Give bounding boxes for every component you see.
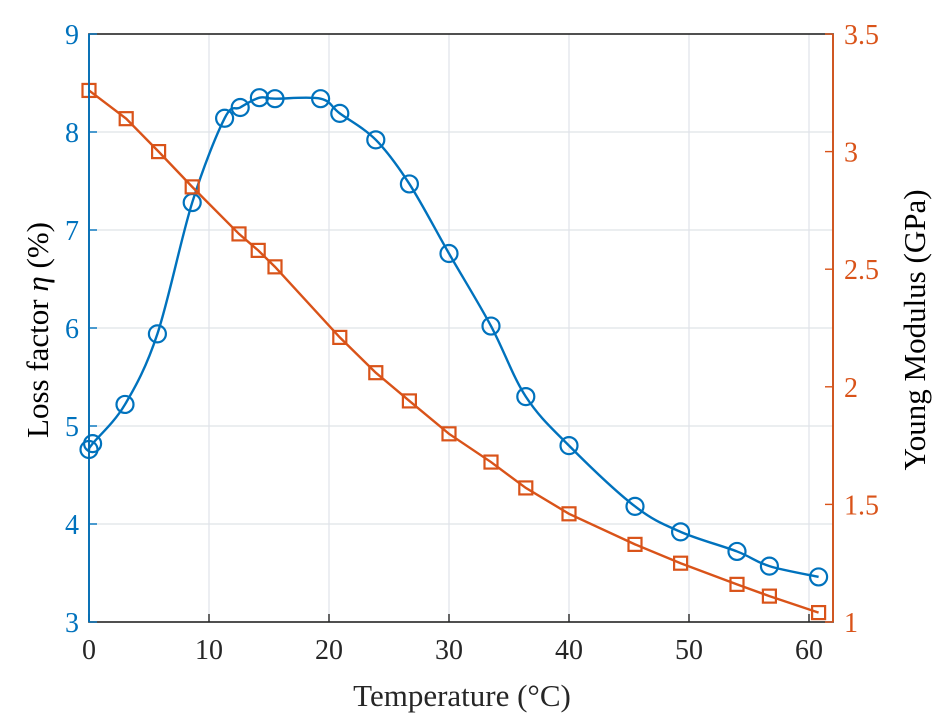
loss-factor-point: [82, 434, 103, 454]
series-layer: [79, 82, 829, 621]
loss-factor-point: [759, 556, 780, 576]
x-tick-label: 40: [555, 635, 583, 666]
loss-factor-point: [147, 324, 167, 344]
young-modulus-point: [483, 454, 499, 470]
x-tick-label: 60: [795, 635, 823, 666]
young-modulus-point: [627, 536, 643, 552]
loss-factor-point: [670, 522, 691, 542]
grid-lines: [88, 33, 833, 623]
young-modulus-point: [267, 259, 283, 275]
axis-ticks: [88, 33, 834, 623]
loss-factor-point: [311, 89, 331, 109]
loss-factor-point: [439, 243, 459, 264]
x-axis-title: Temperature (°C): [353, 678, 571, 713]
loss-factor-point: [215, 108, 235, 128]
left-y-tick-label: 9: [65, 20, 79, 51]
young-modulus-point: [332, 329, 348, 346]
left-y-axis-title-prefix: Loss factor: [20, 292, 55, 438]
loss-factor-point: [265, 89, 285, 109]
left-y-tick-label: 5: [65, 412, 79, 443]
x-tick-label: 10: [195, 635, 223, 666]
x-tick-label: 30: [435, 635, 463, 666]
loss-factor-point: [727, 541, 747, 562]
young-modulus-point: [561, 506, 577, 522]
loss-factor-line: [87, 96, 819, 579]
right-y-tick-label: 3: [844, 138, 858, 169]
loss-factor-point: [516, 387, 536, 407]
young-modulus-point: [184, 179, 200, 195]
loss-factor-point: [399, 174, 419, 194]
loss-factor-series: [79, 88, 829, 587]
right-y-axis-title: Young Modulus (GPa): [897, 189, 932, 470]
x-tick-label: 0: [82, 635, 96, 666]
left-y-tick-label: 6: [65, 314, 79, 345]
x-tick-label: 20: [315, 635, 343, 666]
left-y-tick-label: 3: [65, 608, 79, 639]
young-modulus-point: [231, 226, 247, 242]
young-modulus-point: [518, 480, 534, 496]
young-modulus-point: [118, 111, 134, 127]
right-y-tick-label: 3.5: [844, 20, 879, 51]
left-y-tick-label: 7: [65, 216, 79, 247]
young-modulus-point: [401, 393, 417, 409]
young-modulus-series: [81, 82, 827, 621]
x-tick-label: 50: [675, 635, 703, 666]
young-modulus-point: [368, 365, 384, 381]
loss-factor-point: [559, 436, 579, 456]
left-y-axis-title: Loss factor η (%): [20, 222, 55, 438]
left-y-tick-label: 8: [65, 118, 79, 149]
right-y-tick-label: 2: [844, 373, 858, 404]
young-modulus-point: [729, 576, 745, 592]
right-y-tick-label: 2.5: [844, 255, 879, 286]
tick-labels: 0 10 20 30 40 50 60 3 4 5 6 7 8 9 1 1.5 2 2.5 3 3.5: [65, 20, 879, 666]
loss-factor-point: [808, 567, 829, 587]
loss-factor-point: [249, 88, 269, 108]
young-modulus-point: [151, 144, 167, 160]
left-y-tick-label: 4: [65, 510, 79, 541]
young-modulus-point: [672, 555, 689, 571]
loss-factor-point: [115, 394, 135, 415]
loss-factor-point: [366, 130, 386, 150]
young-modulus-line: [88, 89, 819, 614]
right-y-tick-label: 1.5: [844, 490, 879, 521]
loss-factor-point: [230, 97, 250, 118]
loss-factor-point: [625, 496, 645, 516]
loss-factor-point: [481, 316, 501, 336]
young-modulus-point: [810, 604, 827, 621]
young-modulus-point: [761, 588, 778, 604]
young-modulus-point: [441, 426, 457, 442]
young-modulus-point: [250, 242, 266, 258]
right-y-tick-label: 1: [844, 608, 858, 639]
left-y-axis-title-suffix: (%): [20, 222, 55, 276]
left-y-axis-title-symbol: η: [20, 276, 55, 291]
loss-factor-point: [330, 103, 350, 123]
